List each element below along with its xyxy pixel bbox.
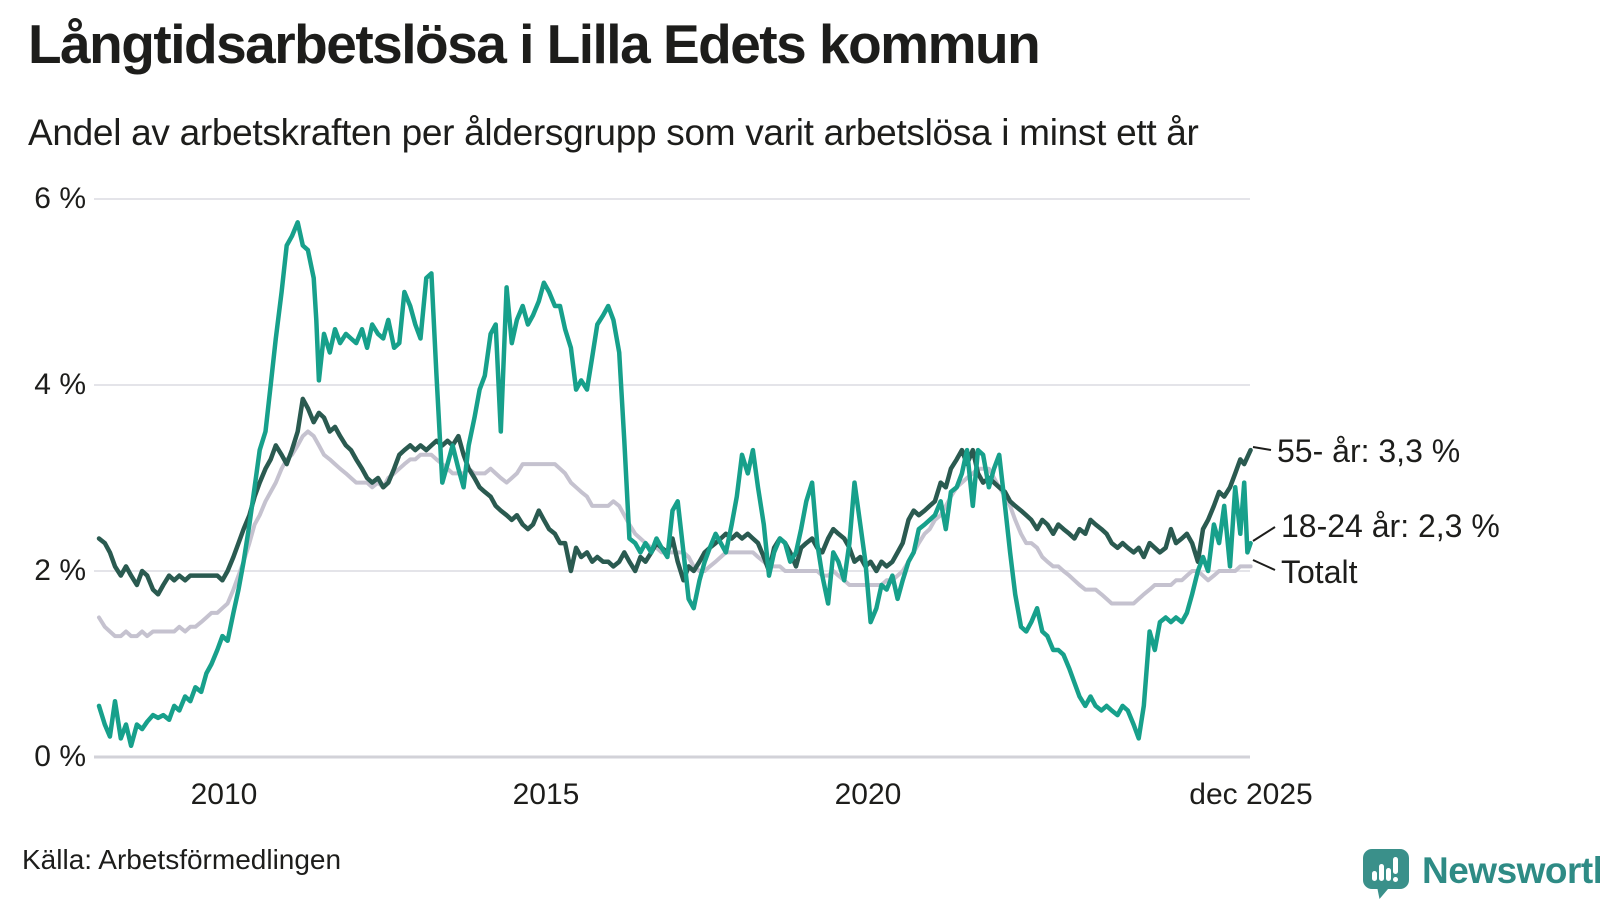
page-subtitle: Andel av arbetskraften per åldersgrupp s…: [28, 112, 1199, 153]
line-18-24-ar: [96, 220, 1253, 749]
series-label-55-ar: 55- år: 3,3 %: [1277, 433, 1461, 469]
x-tick-2015: 2015: [512, 778, 580, 811]
branding: Newsworthy: [1362, 848, 1600, 900]
callout-line-totalt: [1252, 559, 1276, 571]
series-label-18-24-ar: 18-24 år: 2,3 %: [1281, 508, 1500, 544]
y-tick-2: 2 %: [34, 554, 86, 587]
callout-line-55-ar: [1252, 446, 1272, 451]
series-label-totalt: Totalt: [1281, 554, 1358, 590]
line-55-ar: [96, 396, 1253, 597]
y-tick-6: 6 %: [34, 182, 86, 215]
y-tick-4: 4 %: [34, 368, 86, 401]
source-note: Källa: Arbetsförmedlingen: [22, 844, 342, 875]
callout-line-18-24-ar: [1252, 526, 1276, 542]
x-tick-2010: 2010: [190, 778, 258, 811]
x-tick-2020: 2020: [834, 778, 902, 811]
page-title: Långtidsarbetslösa i Lilla Edets kommun: [28, 13, 1041, 75]
y-tick-0: 0 %: [34, 740, 86, 773]
newsworthy-speech-bubble-chart-icon: [1363, 849, 1409, 899]
x-tick-dec-2025: dec 2025: [1189, 778, 1313, 811]
branding-wordmark: Newsworthy: [1422, 850, 1600, 891]
